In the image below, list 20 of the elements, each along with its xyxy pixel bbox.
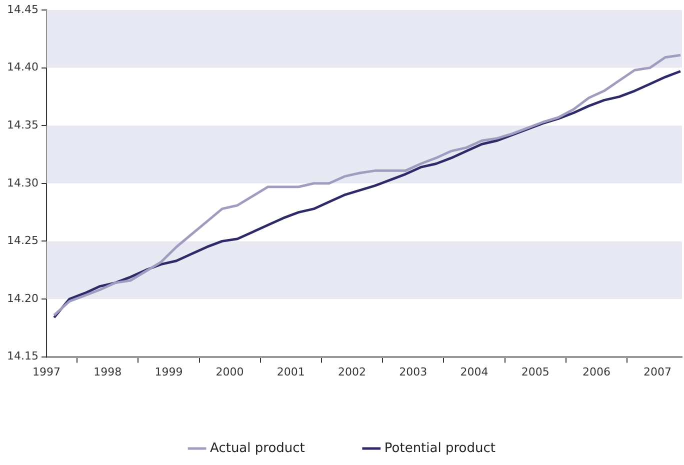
y-tick-label: 14.25 (6, 234, 38, 248)
x-tick-label: 2002 (338, 365, 366, 378)
x-tick-label: 2004 (460, 365, 488, 378)
legend-label: Actual product (210, 440, 305, 456)
y-tick-label: 14.35 (6, 118, 38, 132)
x-tick-label: 1997 (32, 365, 60, 378)
x-tick-label: 2007 (644, 365, 672, 378)
x-tick-label: 2000 (216, 365, 244, 378)
y-tick-label: 14.15 (6, 350, 38, 363)
y-tick-label: 14.40 (6, 60, 38, 74)
x-tick-label: 2001 (276, 365, 305, 378)
y-tick-label: 14.45 (6, 2, 38, 16)
x-tick-label: 2006 (582, 365, 610, 378)
x-tick-label: 1999 (154, 365, 183, 378)
x-tick-label: 2003 (399, 365, 428, 378)
y-tick-label: 14.30 (6, 176, 38, 190)
y-tick-label: 14.20 (6, 292, 38, 305)
legend-label: Potential product (384, 440, 496, 456)
x-tick-label: 1998 (94, 365, 122, 378)
x-tick-label: 2005 (521, 365, 550, 378)
